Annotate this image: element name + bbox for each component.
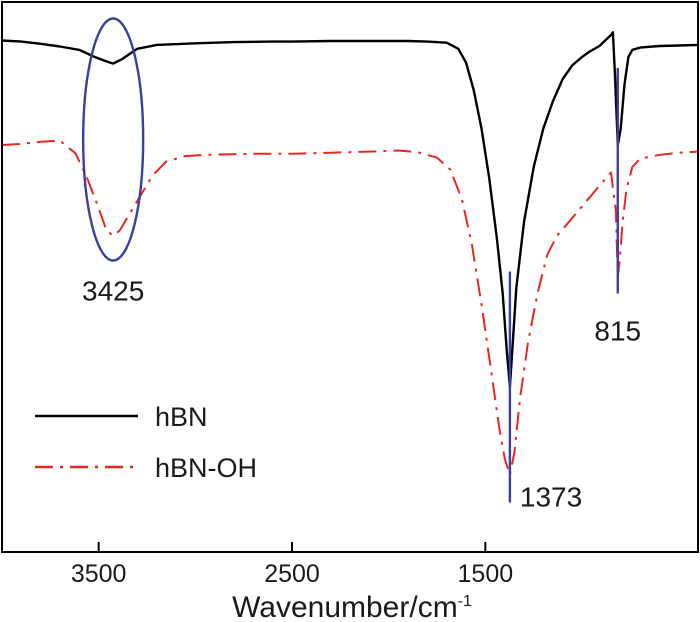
- x-axis-title: Wavenumber/cm-1: [232, 591, 472, 622]
- annotation-layer: 3425 1373 815: [81, 17, 641, 513]
- annotation-label-3425: 3425: [82, 276, 144, 307]
- legend-label-hbn-oh: hBN-OH: [155, 453, 257, 483]
- legend: hBN hBN-OH: [35, 402, 257, 483]
- x-tick-label-2500: 2500: [264, 560, 320, 588]
- series-line-hbn-oh: [2, 139, 698, 476]
- x-axis: 3500 2500 1500: [71, 542, 513, 588]
- plot-area: [2, 31, 698, 476]
- x-tick-label-3500: 3500: [71, 560, 127, 588]
- annotation-label-815: 815: [594, 316, 641, 347]
- annotation-marker-3425: [81, 17, 145, 262]
- plot-frame: [1, 1, 699, 553]
- x-tick-label-1500: 1500: [458, 560, 514, 588]
- series-line-hbn: [2, 31, 698, 389]
- legend-label-hbn: hBN: [155, 402, 208, 432]
- annotation-label-1373: 1373: [520, 482, 582, 513]
